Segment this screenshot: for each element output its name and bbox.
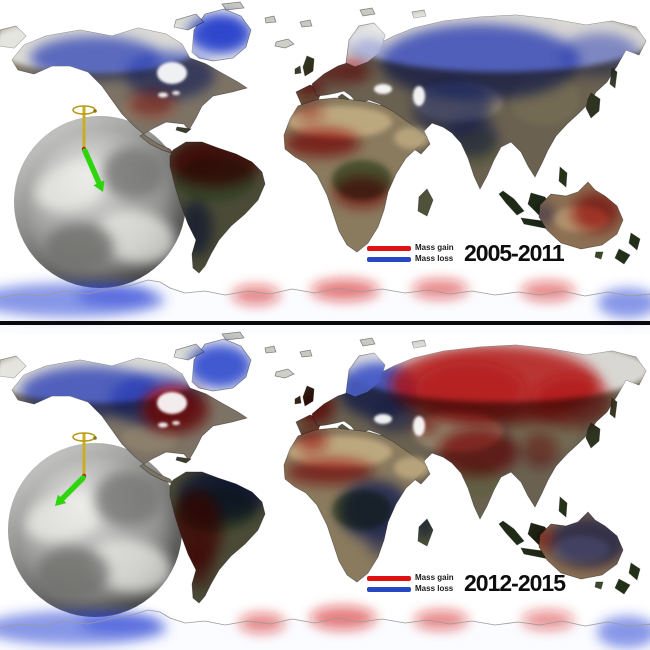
landmass-arctic2 — [264, 15, 277, 24]
globe-land-shade — [95, 470, 162, 527]
mass-gain-east-antarctica-1 — [232, 285, 280, 305]
landmass-nz-north — [628, 562, 641, 581]
mass-loss-australia — [548, 516, 628, 568]
landmass-iceland — [274, 38, 295, 49]
mass-loss-new-guinea — [570, 494, 606, 510]
mass-gain-indochina — [522, 432, 558, 468]
landmass-nz-south — [614, 248, 631, 265]
mass-loss-antarctic-peninsula — [77, 286, 153, 306]
mass-gain-east-antarctica-4 — [521, 281, 575, 301]
antarctica-strip — [0, 280, 650, 334]
landmass-svalbard — [359, 337, 376, 347]
mass-gain-east-antarctica-3 — [414, 610, 468, 630]
globe-land-shade — [103, 146, 166, 199]
landmass-arctic1 — [299, 19, 313, 28]
mass-gain-india — [438, 428, 518, 476]
mass-loss-swatch — [367, 256, 411, 262]
mass-gain-eastern-australia — [572, 192, 620, 232]
mass-gain-central-united-states — [128, 90, 176, 118]
landmass-svalbard — [359, 7, 376, 17]
mass-loss-label: Mass loss — [415, 584, 454, 593]
mass-gain-sahel-west-africa — [286, 459, 374, 485]
landmass-uk — [302, 55, 315, 77]
mass-gain-label: Mass gain — [415, 243, 454, 252]
landmass-madagascar — [417, 188, 434, 217]
mass-gain-southern-africa — [334, 176, 390, 208]
landmass-arctic1 — [299, 349, 313, 358]
landmass-sumatra — [498, 520, 525, 546]
mass-loss-east-siberia — [560, 33, 640, 77]
landmass-iceland — [274, 368, 295, 379]
mass-gain-east-antarctica-3 — [412, 279, 468, 299]
mass-loss-siberia — [380, 24, 580, 100]
mass-gain-iberia — [293, 79, 325, 97]
mass-gain-balkans — [345, 62, 375, 78]
mass-loss-label: Mass loss — [415, 254, 454, 263]
map-panel-2012-2015 — [0, 331, 650, 650]
legend-top: Mass gain Mass loss — [367, 244, 454, 263]
mass-gain-siberia-core — [415, 362, 525, 418]
legend-bottom: Mass gain Mass loss — [367, 574, 454, 593]
landmass-arctic4 — [221, 1, 245, 11]
mass-gain-label: Mass gain — [415, 573, 454, 582]
mass-loss-greenland-core — [204, 20, 240, 44]
mass-gain-amur-northeast-china — [532, 376, 612, 428]
map-panel-2005-2011 — [0, 1, 650, 334]
period-label-top: 2005-2011 — [464, 240, 565, 266]
landmass-tasmania — [594, 251, 604, 260]
mass-gain-peru-core — [184, 495, 216, 535]
mass-gain-east-antarctica-4 — [522, 610, 574, 630]
landmass-nz-north — [628, 232, 641, 251]
mass-gain-swatch — [367, 575, 411, 581]
period-label-bottom: 2012-2015 — [464, 570, 566, 596]
mass-loss-scandinavia — [350, 38, 386, 62]
globe-land-shade — [44, 222, 114, 271]
landmass-sumatra — [498, 190, 525, 216]
mass-gain-east-antarctica-2 — [311, 279, 379, 301]
mass-gain-western-australia-spot — [533, 525, 553, 551]
panel-divider — [0, 321, 650, 325]
landmass-tasmania — [594, 581, 604, 590]
landmass-arctic2 — [264, 345, 277, 354]
mass-loss-antarctica-right — [597, 616, 650, 648]
mass-gain-east-antarctica-2 — [310, 606, 376, 630]
mass-gain-amazon-core — [182, 146, 218, 170]
mass-loss-mozambique — [367, 526, 403, 558]
landmass-nz-south — [614, 578, 631, 595]
mass-loss-greenland — [188, 344, 252, 388]
antarctica-coastline — [0, 609, 650, 629]
mass-gain-swatch — [367, 245, 411, 251]
mass-gain-morocco — [296, 428, 328, 452]
antarctica-coastline — [0, 279, 650, 299]
mass-gain-sahel-west-africa — [284, 129, 360, 157]
mass-gain-patagonia — [184, 543, 212, 587]
mass-loss-india-himalaya — [446, 118, 498, 158]
landmass-ireland — [294, 65, 302, 75]
mass-loss-patagonia — [180, 200, 212, 256]
mass-loss-swatch — [367, 586, 411, 592]
mass-gain-morocco — [296, 103, 324, 121]
globe-land-shade — [35, 547, 109, 600]
mass-loss-western-australia — [534, 202, 554, 226]
landmass-philippines — [558, 496, 568, 518]
mass-gain-uk-france-iberia — [295, 385, 335, 425]
landmass-philippines — [558, 166, 568, 188]
mass-loss-brazil-core — [206, 474, 254, 506]
mass-loss-antarctic-peninsula — [80, 614, 160, 634]
antarctica-strip — [0, 610, 650, 650]
